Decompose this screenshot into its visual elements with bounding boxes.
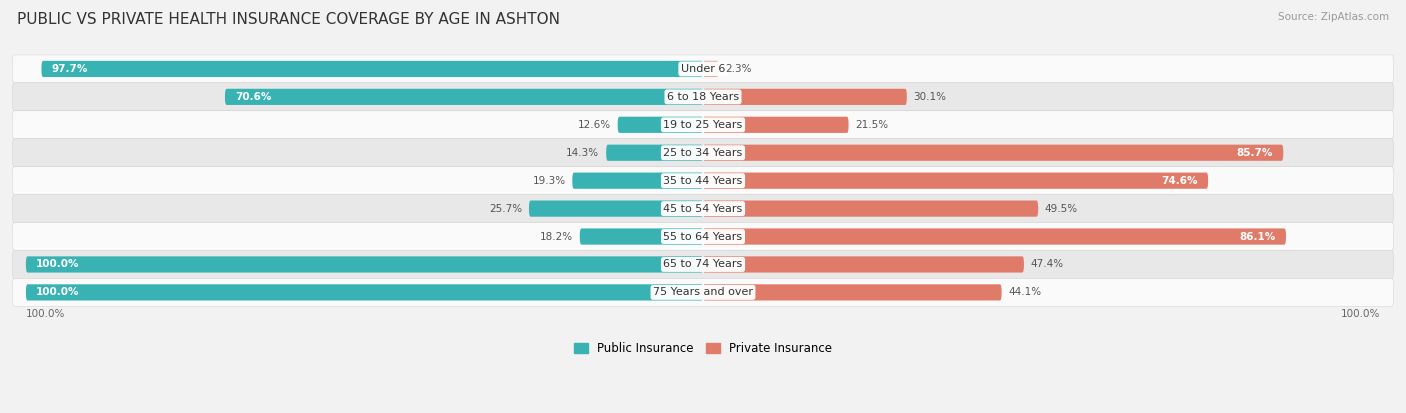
FancyBboxPatch shape	[703, 117, 849, 133]
Text: 45 to 54 Years: 45 to 54 Years	[664, 204, 742, 214]
Text: 12.6%: 12.6%	[578, 120, 612, 130]
Text: 49.5%: 49.5%	[1045, 204, 1078, 214]
FancyBboxPatch shape	[41, 61, 703, 77]
Text: 30.1%: 30.1%	[914, 92, 946, 102]
Text: 25 to 34 Years: 25 to 34 Years	[664, 148, 742, 158]
FancyBboxPatch shape	[617, 117, 703, 133]
Text: 75 Years and over: 75 Years and over	[652, 287, 754, 297]
FancyBboxPatch shape	[13, 55, 1393, 83]
FancyBboxPatch shape	[25, 256, 703, 273]
FancyBboxPatch shape	[13, 251, 1393, 278]
Text: 2.3%: 2.3%	[725, 64, 752, 74]
Text: 85.7%: 85.7%	[1237, 148, 1272, 158]
FancyBboxPatch shape	[225, 89, 703, 105]
Text: 100.0%: 100.0%	[1341, 309, 1381, 318]
Text: 70.6%: 70.6%	[235, 92, 271, 102]
Text: 25.7%: 25.7%	[489, 204, 522, 214]
Text: 14.3%: 14.3%	[567, 148, 599, 158]
FancyBboxPatch shape	[703, 200, 1038, 217]
Text: 6 to 18 Years: 6 to 18 Years	[666, 92, 740, 102]
FancyBboxPatch shape	[13, 195, 1393, 223]
Text: 47.4%: 47.4%	[1031, 259, 1064, 269]
FancyBboxPatch shape	[703, 145, 1284, 161]
FancyBboxPatch shape	[529, 200, 703, 217]
FancyBboxPatch shape	[703, 89, 907, 105]
FancyBboxPatch shape	[13, 278, 1393, 306]
Text: 21.5%: 21.5%	[855, 120, 889, 130]
Text: 35 to 44 Years: 35 to 44 Years	[664, 176, 742, 186]
FancyBboxPatch shape	[13, 139, 1393, 167]
Legend: Public Insurance, Private Insurance: Public Insurance, Private Insurance	[569, 337, 837, 360]
FancyBboxPatch shape	[25, 284, 703, 301]
FancyBboxPatch shape	[703, 61, 718, 77]
FancyBboxPatch shape	[13, 111, 1393, 139]
FancyBboxPatch shape	[13, 223, 1393, 251]
Text: 97.7%: 97.7%	[52, 64, 89, 74]
FancyBboxPatch shape	[13, 83, 1393, 111]
Text: 44.1%: 44.1%	[1008, 287, 1042, 297]
Text: 18.2%: 18.2%	[540, 232, 574, 242]
Text: 74.6%: 74.6%	[1161, 176, 1198, 186]
FancyBboxPatch shape	[703, 173, 1208, 189]
Text: 100.0%: 100.0%	[37, 259, 80, 269]
Text: 100.0%: 100.0%	[37, 287, 80, 297]
Text: Source: ZipAtlas.com: Source: ZipAtlas.com	[1278, 12, 1389, 22]
Text: 65 to 74 Years: 65 to 74 Years	[664, 259, 742, 269]
Text: PUBLIC VS PRIVATE HEALTH INSURANCE COVERAGE BY AGE IN ASHTON: PUBLIC VS PRIVATE HEALTH INSURANCE COVER…	[17, 12, 560, 27]
FancyBboxPatch shape	[703, 228, 1286, 244]
FancyBboxPatch shape	[703, 284, 1001, 301]
FancyBboxPatch shape	[703, 256, 1024, 273]
FancyBboxPatch shape	[606, 145, 703, 161]
Text: 19.3%: 19.3%	[533, 176, 565, 186]
FancyBboxPatch shape	[572, 173, 703, 189]
Text: 86.1%: 86.1%	[1240, 232, 1275, 242]
Text: 100.0%: 100.0%	[25, 309, 65, 318]
FancyBboxPatch shape	[13, 167, 1393, 195]
FancyBboxPatch shape	[579, 228, 703, 244]
Text: 19 to 25 Years: 19 to 25 Years	[664, 120, 742, 130]
Text: Under 6: Under 6	[681, 64, 725, 74]
Text: 55 to 64 Years: 55 to 64 Years	[664, 232, 742, 242]
